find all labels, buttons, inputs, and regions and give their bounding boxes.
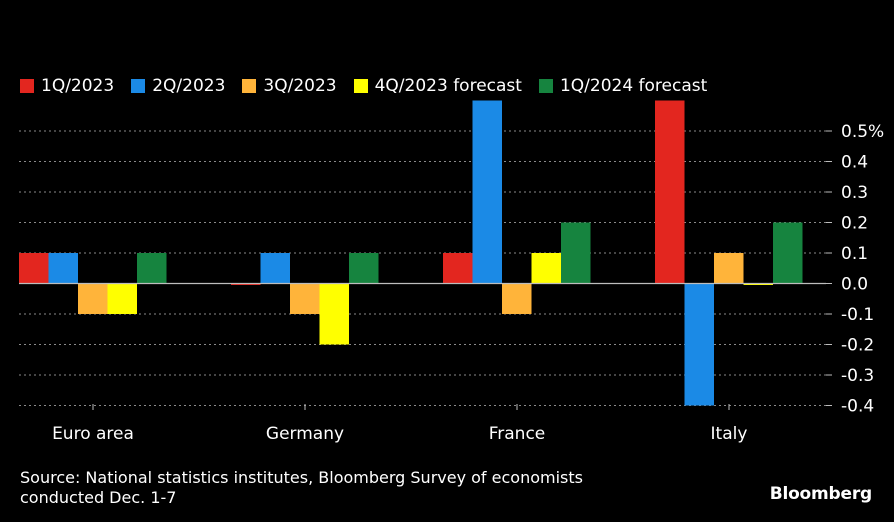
legend-label: 4Q/2023 forecast	[374, 76, 522, 96]
bar	[319, 283, 349, 345]
y-tick-label: 0.2	[841, 214, 868, 234]
y-tick-label: 0.4	[841, 153, 868, 173]
bar	[231, 283, 261, 285]
source-line-2: conducted Dec. 1-7	[20, 488, 177, 507]
legend-swatch	[353, 79, 368, 93]
bar	[19, 253, 49, 284]
legend-label: 1Q/2024 forecast	[559, 76, 708, 96]
bar	[78, 283, 108, 314]
bar	[349, 253, 379, 284]
y-tick-label: -0.2	[841, 336, 874, 356]
bar	[472, 100, 502, 284]
legend-label: 2Q/2023	[152, 76, 226, 96]
bar	[714, 253, 744, 284]
legend-label: 1Q/2023	[41, 76, 115, 96]
x-tick-label: Germany	[266, 424, 344, 444]
legend-swatch	[242, 79, 257, 93]
bar	[48, 253, 78, 284]
y-tick-label: -0.3	[841, 366, 874, 386]
bar	[502, 283, 532, 314]
bar	[684, 283, 714, 406]
bar	[561, 222, 591, 284]
y-tick-label: 0.5%	[841, 122, 884, 142]
y-tick-label: -0.4	[841, 397, 874, 417]
legend-swatch	[131, 79, 146, 93]
y-tick-label: 0.0	[841, 275, 868, 295]
x-tick-label: Euro area	[52, 424, 134, 444]
y-tick-label: 0.1	[841, 244, 868, 264]
source-note: Source: National statistics institutes, …	[20, 468, 720, 508]
legend-swatch	[20, 79, 34, 93]
bar	[773, 222, 803, 284]
y-tick-label: 0.3	[841, 183, 868, 203]
legend-item: 1Q/2024 forecast	[538, 76, 708, 96]
x-tick-label: France	[489, 424, 546, 444]
x-tick-label: Italy	[711, 424, 748, 444]
chart-legend: 1Q/2023 2Q/2023 3Q/2023 4Q/2023 forecast 1Q/…	[20, 74, 724, 98]
legend-item: 3Q/2023	[242, 76, 337, 96]
legend-item: 2Q/2023	[131, 76, 225, 96]
bar	[443, 253, 473, 284]
bar	[290, 283, 320, 314]
legend-swatch	[538, 79, 553, 93]
bar	[137, 253, 167, 284]
bar	[107, 283, 137, 314]
bar	[655, 100, 685, 284]
legend-label: 3Q/2023	[263, 76, 337, 96]
bar	[743, 283, 773, 285]
bar-chart: Euro area Germany France Italy 0.5% 0.4 0.3 0.2…	[19, 100, 884, 444]
y-tick-label: -0.1	[841, 305, 874, 325]
source-line-1: Source: National statistics institutes, …	[20, 468, 583, 487]
bar	[531, 253, 561, 284]
bar	[260, 253, 290, 284]
legend-item: 4Q/2023 forecast	[353, 76, 522, 96]
legend-item: 1Q/2023	[20, 76, 114, 96]
bloomberg-logo: Bloomberg	[769, 484, 873, 504]
